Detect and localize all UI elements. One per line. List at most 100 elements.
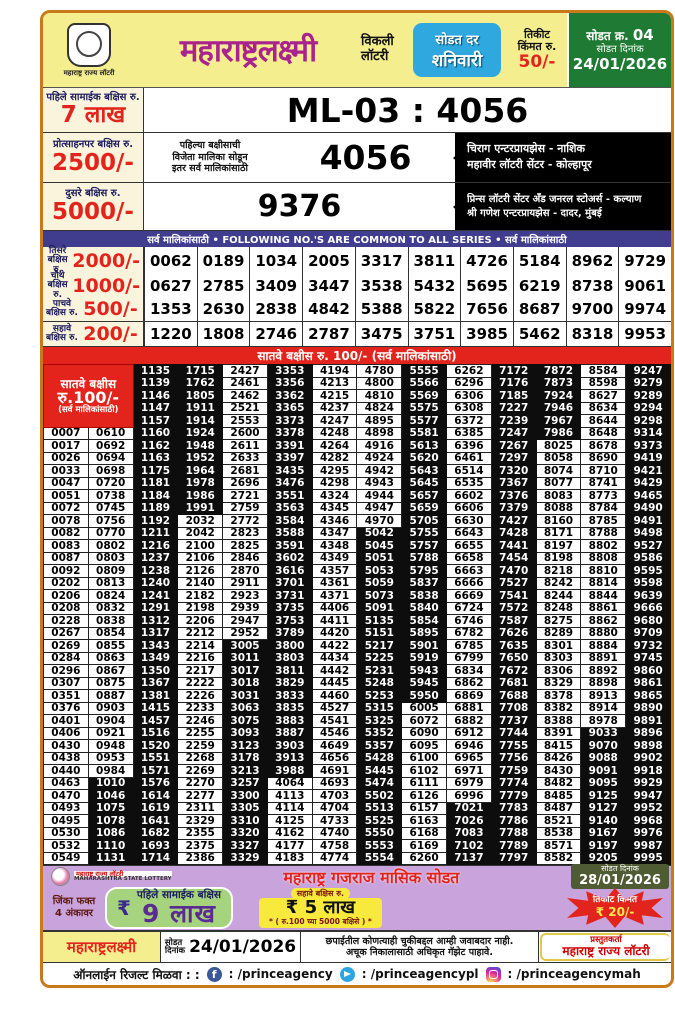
win-label2: 4 अंकावर	[55, 908, 93, 919]
prize-number: 1714	[132, 851, 179, 865]
prize-number: 0530	[43, 826, 89, 840]
prize-number: 0875	[87, 676, 134, 690]
prize-number: 3018	[222, 676, 268, 690]
prize-number: 4916	[356, 439, 403, 453]
prize-number: 1139	[132, 376, 179, 390]
prize-number: 8690	[580, 451, 627, 465]
prize-number: 8598	[580, 376, 627, 390]
prize-number: 2032	[177, 514, 224, 528]
prize-number: 5838	[401, 589, 448, 603]
prize-number: 3123	[222, 739, 268, 753]
prize-number: 3356	[266, 376, 313, 390]
prize-number: 9465	[625, 489, 671, 503]
prize-number: 2246	[177, 714, 224, 728]
prize-number: 2553	[222, 414, 268, 428]
prize-number: 6643	[446, 526, 492, 540]
prize-label: तिसरे	[49, 246, 67, 256]
prize-number: 8784	[580, 501, 627, 515]
prize-number: 2259	[177, 739, 224, 753]
prize-number: 5950	[401, 689, 448, 703]
prize-number: 3803	[266, 651, 313, 665]
fifth-prize-label-cell: पाचवे बक्षिस रु. 500/-	[43, 297, 144, 321]
prize-number: 1162	[132, 439, 179, 453]
first-prize-row: पहिले सामाईक बक्षिस रु. 7 लाख ML-03 : 40…	[43, 88, 671, 133]
prize-number: 2269	[177, 764, 224, 778]
prize-number: 0694	[87, 451, 134, 465]
prize-number: 2825	[222, 539, 268, 553]
prize-number: 9421	[625, 464, 671, 478]
prize-number: 2838	[249, 297, 303, 321]
prize-label: बक्षिस रु.	[47, 255, 68, 275]
prize-number: 5073	[356, 589, 403, 603]
prize-number: 0984	[87, 764, 134, 778]
prize-number: 5045	[356, 539, 403, 553]
prize-number: 1367	[132, 676, 179, 690]
prize-number: 3883	[266, 714, 313, 728]
prize-number: 2140	[177, 576, 224, 590]
prize-number: 4282	[311, 451, 358, 465]
prize-number: 6862	[446, 676, 492, 690]
draw-no-label: सोडत क्र.	[586, 29, 629, 43]
prize-number: 9595	[625, 564, 671, 578]
prize-number: 6262	[446, 364, 492, 378]
prize-number: 3735	[266, 601, 313, 615]
prize-number: 6946	[446, 739, 492, 753]
prize-number: 6799	[446, 651, 492, 665]
prize-number: 5225	[356, 651, 403, 665]
prize-number: 0062	[144, 247, 197, 276]
prize-number: 0092	[43, 564, 89, 578]
prize-number: 6111	[401, 776, 448, 790]
prize-number: 5513	[356, 801, 403, 815]
prize-number: 9598	[625, 576, 671, 590]
prize-number: 7172	[490, 364, 537, 378]
prize-number: 3409	[249, 272, 303, 301]
prize-number: 4345	[311, 501, 358, 515]
prize-number: 7635	[490, 639, 537, 653]
prize-number: 8892	[580, 664, 627, 678]
prize-number: 7779	[490, 789, 537, 803]
prize-number: 8391	[535, 726, 582, 740]
state-lottery-emblem-icon	[67, 22, 111, 67]
seventh-prize-table: सातवे बक्षीस रु.100/- (सर्व मालिकांसाठी) 11…	[43, 364, 671, 865]
prize-number: 7797	[490, 851, 537, 865]
prize-number: 7587	[490, 614, 537, 628]
prize-number: 8582	[535, 851, 582, 865]
prize-number: 7759	[490, 764, 537, 778]
prize-number: 4064	[266, 776, 313, 790]
prize-number: 0267	[43, 626, 89, 640]
prize-number: 2126	[177, 564, 224, 578]
prize-number: 3985	[460, 322, 513, 346]
prize-number: 5253	[356, 689, 403, 703]
logo-caption: महाराष्ट्र राज्य लॉटरी	[63, 68, 115, 77]
prize-number: 9865	[625, 689, 671, 703]
prize-number: 0051	[43, 489, 89, 503]
prize-number: 9709	[625, 626, 671, 640]
prize-number: 4810	[356, 389, 403, 403]
prize-label: पाचवे	[52, 298, 72, 309]
prize-number: 9902	[625, 751, 671, 765]
prize-number: 8644	[580, 414, 627, 428]
seventh-prize-grid: सातवे बक्षीस रु.100/- (सर्व मालिकांसाठी) 11…	[43, 364, 671, 865]
prize-number: 3435	[266, 464, 313, 478]
weekly-line1: विकली	[361, 34, 394, 50]
banner-first-prize-pill: ₹ पहिले सामाईक बक्षिस 9 लाख	[105, 887, 233, 929]
prize-number: 0855	[87, 639, 134, 653]
prize-number: 8521	[535, 814, 582, 828]
seventh-box-line: (सर्व मालिकांसाठी)	[58, 404, 119, 415]
prize-number: 3011	[222, 651, 268, 665]
prize-number: 9279	[625, 376, 671, 390]
prize-number: 1075	[87, 801, 134, 815]
footer-date-label1: सोडत	[164, 937, 183, 948]
prize-number: 8301	[535, 639, 582, 653]
footer-date-label2: दिनांक	[164, 946, 186, 956]
prize-number: 4347	[311, 526, 358, 540]
prize-number: 7672	[490, 664, 537, 678]
prize-number: 9976	[625, 826, 671, 840]
prize-number: 0953	[87, 751, 134, 765]
prize-number: 9491	[625, 514, 671, 528]
prize-number: 6658	[446, 551, 492, 565]
prize-number: 9127	[580, 801, 627, 815]
prize-number: 6669	[446, 589, 492, 603]
prize-number: 5231	[356, 664, 403, 678]
header: महाराष्ट्र राज्य लॉटरी महाराष्ट्रलक्ष्मी…	[43, 13, 671, 88]
